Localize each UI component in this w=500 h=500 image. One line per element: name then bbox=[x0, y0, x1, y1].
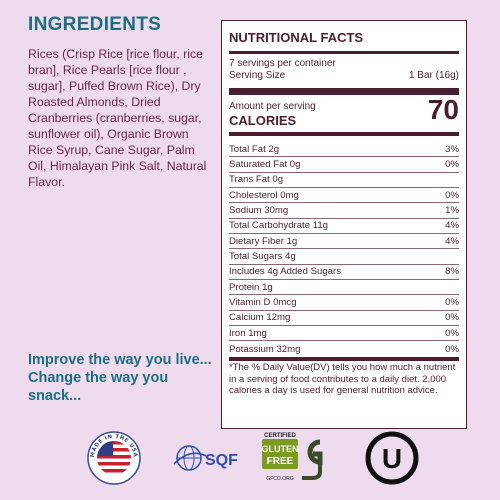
sqf-label: SQF bbox=[205, 452, 238, 469]
amount-per-serving: Amount per serving bbox=[229, 101, 316, 112]
serving-size-value: 1 Bar (16g) bbox=[408, 70, 459, 81]
nutrient-row: Total Fat 2g 3% bbox=[229, 142, 459, 158]
sqf-badge: SQF bbox=[173, 445, 238, 471]
gf-line2: FREE bbox=[267, 456, 294, 467]
serving-size-label: Serving Size bbox=[229, 70, 286, 81]
nutrient-row: Vitamin D 0mcg 0% bbox=[229, 295, 459, 311]
nutrient-label: Cholesterol 0mg bbox=[229, 189, 299, 201]
divider-heavy bbox=[229, 357, 459, 361]
nutrient-dv: 0% bbox=[445, 312, 459, 324]
gf-url: GFCO.ORG bbox=[266, 476, 293, 482]
ingredients-title: INGREDIENTS bbox=[28, 14, 162, 35]
tagline: Improve the way you live... Change the w… bbox=[28, 352, 212, 404]
nutrient-row: Total Carbohydrate 11g 4% bbox=[229, 219, 459, 235]
nutrient-dv: 4% bbox=[445, 235, 459, 247]
gf-line1: GLUTEN bbox=[262, 444, 299, 454]
divider-thick bbox=[229, 51, 459, 54]
nutrition-facts-panel: NUTRITIONAL FACTS 7 servings per contain… bbox=[221, 20, 467, 429]
nutrient-label: Vitamin D 0mcg bbox=[229, 297, 297, 309]
gluten-free-badge: CERTIFIED GLUTEN FREE GFCO.ORG bbox=[262, 433, 323, 482]
calories-label: CALORIES bbox=[229, 113, 297, 128]
nutrient-label: Protein 1g bbox=[229, 281, 273, 293]
nutrient-row: Calcium 12mg 0% bbox=[229, 311, 459, 327]
nutrient-row: Saturated Fat 0g 0% bbox=[229, 157, 459, 173]
nutrition-title: NUTRITIONAL FACTS bbox=[229, 30, 364, 45]
nutrient-row: Dietary Fiber 1g 4% bbox=[229, 234, 459, 250]
nutrient-label: Potassium 32mg bbox=[229, 343, 301, 355]
nutrient-row: Includes 4g Added Sugars 8% bbox=[229, 265, 459, 281]
nutrient-dv: 0% bbox=[445, 327, 459, 339]
nutrient-dv: 8% bbox=[445, 266, 459, 278]
nutrient-label: Total Carbohydrate 11g bbox=[229, 220, 329, 232]
nutrient-dv: 0% bbox=[445, 159, 459, 171]
servings-per-container: 7 servings per container bbox=[229, 58, 336, 69]
nutrient-label: Iron 1mg bbox=[229, 327, 267, 339]
kosher-badge: U bbox=[365, 431, 419, 485]
kosher-circle bbox=[365, 431, 419, 485]
nutrient-row: Sodium 30mg 1% bbox=[229, 203, 459, 219]
nutrient-dv: 0% bbox=[445, 189, 459, 201]
certification-badges: MADE IN THE USA SQF CERTIFIED GLUTEN FRE… bbox=[0, 428, 500, 488]
kosher-letter: U bbox=[382, 443, 402, 474]
nutrient-dv: 1% bbox=[445, 205, 459, 217]
ingredients-text: Rices (Crisp Rice [rice flour, rice bran… bbox=[28, 47, 207, 189]
gf-g-icon bbox=[307, 439, 323, 465]
nutrient-row: Potassium 32mg 0% bbox=[229, 341, 459, 356]
divider-thick bbox=[229, 132, 459, 136]
nutrient-row: Total Sugars 4g bbox=[229, 249, 459, 265]
nutrient-label: Saturated Fat 0g bbox=[229, 159, 301, 171]
nutrient-label: Sodium 30mg bbox=[229, 205, 289, 217]
nutrient-dv: 0% bbox=[445, 297, 459, 309]
nutrient-label: Calcium 12mg bbox=[229, 312, 291, 324]
dv-footnote: *The % Daily Value(DV) tells you how muc… bbox=[229, 362, 456, 396]
nutrient-dv: 4% bbox=[445, 220, 459, 232]
nutrient-label: Trans Fat 0g bbox=[229, 174, 284, 186]
nutrient-list: Total Fat 2g 3% Saturated Fat 0g 0% Trans … bbox=[229, 142, 459, 357]
gf-certified-text: CERTIFIED bbox=[264, 433, 296, 439]
nutrient-row: Iron 1mg 0% bbox=[229, 326, 459, 342]
nutrient-label: Total Fat 2g bbox=[229, 143, 280, 155]
made-in-usa-badge: MADE IN THE USA bbox=[87, 431, 141, 485]
nutrient-dv: 0% bbox=[445, 343, 459, 355]
nutrient-dv: 3% bbox=[445, 143, 459, 155]
nutrient-row: Protein 1g bbox=[229, 280, 459, 296]
nutrient-label: Dietary Fiber 1g bbox=[229, 235, 298, 247]
nutrient-row: Trans Fat 0g bbox=[229, 173, 459, 189]
divider-heavy bbox=[229, 88, 459, 95]
nutrient-label: Includes 4g Added Sugars bbox=[229, 266, 342, 278]
calories-value: 70 bbox=[427, 94, 459, 125]
nutrient-label: Total Sugars 4g bbox=[229, 251, 296, 263]
gf-box bbox=[262, 439, 298, 469]
nutrient-row: Cholesterol 0mg 0% bbox=[229, 188, 459, 204]
